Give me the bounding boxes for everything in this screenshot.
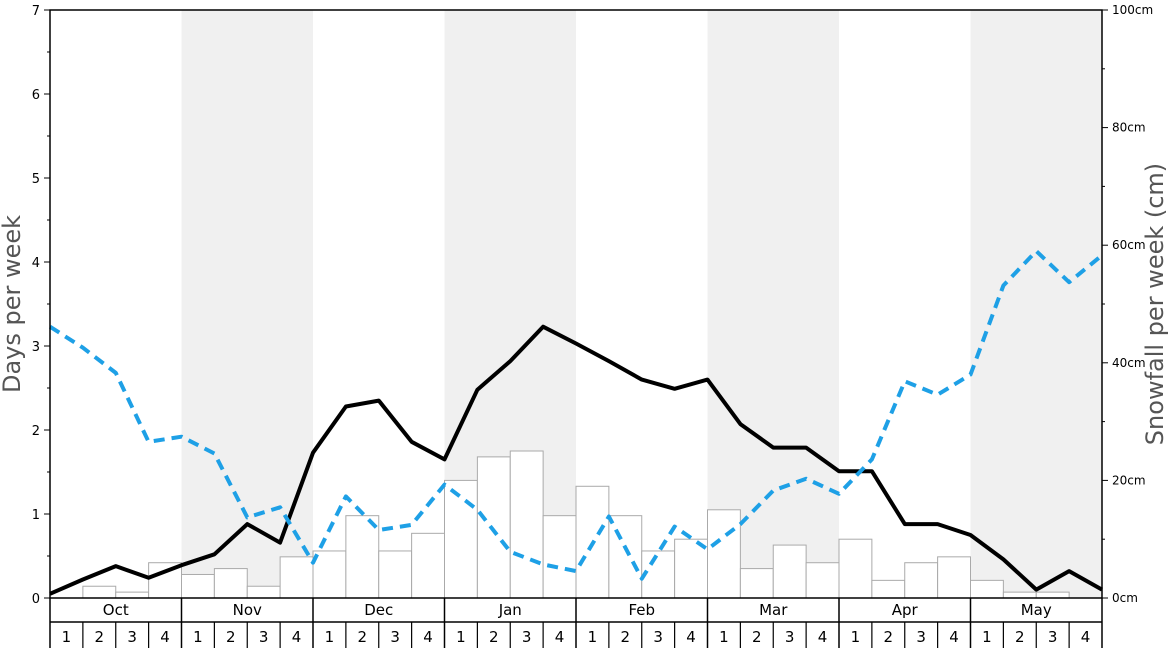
week-label: 1 [62,628,72,646]
snowfall-bar [1035,591,1070,599]
week-label: 2 [226,628,236,646]
snowfall-bar [970,579,1004,599]
week-label: 1 [588,628,598,646]
snowfall-bar [279,556,314,599]
week-label: 4 [949,628,959,646]
left-tick-label: 3 [32,340,40,355]
snowfall-bar [444,479,478,599]
month-row: Oct Nov Dec Jan Feb Mar Apr May [49,598,1103,648]
right-axis: 0cm 20cm 40cm 60cm 80cm 100cm [1102,3,1153,605]
month-label: Jan [498,601,522,619]
week-label: 3 [390,628,400,646]
right-tick-label: 40cm [1112,356,1146,370]
snowfall-bars [82,450,1070,599]
snowfall-bar [213,568,248,599]
week-label: 1 [851,628,861,646]
left-tick-label: 1 [32,508,40,523]
week-row: 1 2 3 4 1 2 3 4 1 2 3 4 1 2 3 4 1 2 3 4 1 2 3 4 1 2 3 4 1 2 3 4 [62,622,1091,648]
right-tick-label: 80cm [1112,121,1146,135]
snowfall-bar [772,544,807,599]
week-label: 4 [160,628,170,646]
month-band [970,10,1102,598]
week-label: 2 [95,628,105,646]
month-label: Feb [628,601,655,619]
week-label: 2 [884,628,894,646]
week-label: 1 [456,628,466,646]
snowfall-bar [871,579,906,599]
snowfall-bar [312,550,347,599]
snowfall-bar [707,509,741,599]
week-label: 1 [982,628,992,646]
left-tick-label: 5 [32,172,40,187]
month-label: May [1021,601,1052,619]
right-axis-title: Snowfall per week (cm) [1141,163,1168,445]
snowfall-bar [739,568,774,599]
month-label: Oct [103,601,129,619]
right-tick-label: 60cm [1112,238,1146,252]
week-label: 4 [686,628,696,646]
snowfall-bar [378,550,413,599]
left-axis-title: Days per week [0,215,26,393]
snowfall-bar [82,585,117,599]
week-label: 2 [358,628,368,646]
left-axis: 0 1 2 3 4 5 6 7 [32,4,50,607]
week-label: 3 [785,628,795,646]
month-band [181,10,313,598]
week-label: 2 [489,628,499,646]
week-label: 3 [1048,628,1058,646]
dashed-series-line [48,249,1104,581]
month-band [707,10,839,598]
left-tick-label: 0 [32,592,40,607]
week-label: 2 [1015,628,1025,646]
right-tick-label: 0cm [1112,591,1138,605]
week-label: 4 [292,628,302,646]
week-label: 3 [127,628,137,646]
snowfall-bar [1002,591,1037,599]
snowfall-bar [345,515,380,599]
left-tick-label: 7 [32,4,40,19]
left-tick-label: 2 [32,424,40,439]
snowfall-bar [674,538,708,599]
month-label: Nov [233,601,262,619]
month-label: Dec [364,601,393,619]
right-tick-label: 20cm [1112,473,1146,487]
left-tick-label: 4 [32,256,40,271]
snowfall-bar [937,556,971,599]
right-tick-label: 100cm [1112,3,1153,17]
month-bands [181,10,1102,598]
month-label: Mar [759,601,788,619]
week-label: 4 [1081,628,1091,646]
week-label: 4 [555,628,565,646]
snowfall-bar [411,532,445,599]
month-label: Apr [892,601,919,619]
week-label: 3 [522,628,532,646]
left-tick-label: 6 [32,88,40,103]
snowfall-bar [904,562,939,599]
snowfall-bar [608,515,643,599]
solid-series-line [49,324,1103,596]
week-label: 3 [916,628,926,646]
snowfall-bar [838,538,873,599]
week-label: 4 [423,628,433,646]
snowfall-bar [476,456,511,599]
week-label: 4 [818,628,828,646]
snowfall-bar [805,562,840,599]
week-label: 3 [259,628,269,646]
week-label: 1 [325,628,335,646]
week-label: 1 [719,628,729,646]
snowfall-bar [542,515,577,599]
week-label: 2 [752,628,762,646]
day-lines [48,249,1104,596]
snowfall-bar [115,591,150,599]
week-label: 2 [621,628,631,646]
snowfall-bar [509,450,544,599]
snowfall-bar [246,585,281,599]
snowfall-bar [181,573,215,599]
week-label: 1 [193,628,203,646]
week-label: 3 [653,628,663,646]
